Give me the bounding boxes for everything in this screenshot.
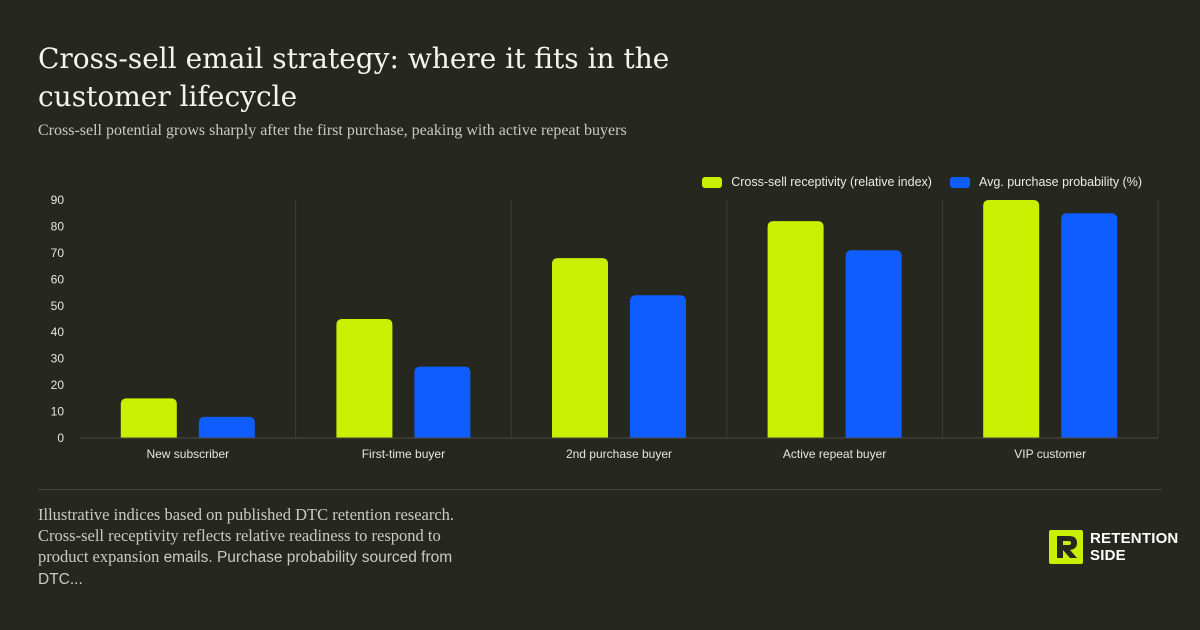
bar-receptivity: [552, 258, 608, 438]
y-tick-label: 10: [51, 405, 65, 419]
y-tick-label: 90: [51, 193, 65, 207]
chart-subtitle: Cross-sell potential grows sharply after…: [38, 122, 627, 139]
bar-receptivity: [120, 398, 177, 438]
y-tick-label: 80: [51, 219, 65, 233]
footnote-tail: emails. Purchase probability sourced fro…: [38, 549, 453, 588]
bar-probability: [198, 416, 255, 438]
bar-probability: [630, 295, 686, 438]
x-tick-label: 2nd purchase buyer: [566, 447, 672, 461]
legend-item-receptivity: Cross-sell receptivity (relative index): [702, 175, 932, 189]
brand-line-1: RETENTION: [1090, 530, 1179, 547]
y-tick-label: 50: [51, 299, 65, 313]
legend-item-probability: Avg. purchase probability (%): [949, 175, 1142, 189]
bar-chart: 0 10 20 30 40 50 60 70 80 90 New subscriber First-t…: [51, 193, 1159, 461]
footnote-text: Illustrative indices based on published …: [38, 505, 455, 566]
legend-swatch-probability: [949, 176, 970, 188]
chart-title: Cross-sell email strategy: where it fits…: [38, 42, 670, 113]
x-tick-label: Active repeat buyer: [783, 447, 886, 461]
brand-wordmark: RETENTION SIDE: [1090, 530, 1178, 564]
legend-label-receptivity: Cross-sell receptivity (relative index): [731, 175, 932, 189]
retention-side-logo-icon: [1049, 530, 1083, 564]
x-tick-label: VIP customer: [1014, 447, 1086, 461]
bar-receptivity: [767, 221, 824, 438]
bar-receptivity: [336, 319, 393, 438]
y-tick-label: 70: [51, 246, 65, 260]
bar-probability: [845, 250, 902, 438]
bar-probability: [1061, 213, 1118, 438]
y-tick-label: 60: [51, 272, 65, 286]
footer-divider: [38, 489, 1162, 490]
y-tick-label: 0: [57, 431, 64, 445]
legend-label-probability: Avg. purchase probability (%): [978, 175, 1142, 189]
brand-logo: RETENTION SIDE: [1049, 530, 1178, 564]
footnote: Illustrative indices based on published …: [38, 504, 458, 590]
brand-line-2: SIDE: [1090, 547, 1126, 564]
bar-probability: [414, 366, 471, 438]
x-tick-label: First-time buyer: [362, 447, 445, 461]
x-tick-label: New subscriber: [146, 447, 229, 461]
legend-swatch-receptivity: [702, 176, 723, 188]
bar-receptivity: [983, 200, 1040, 438]
y-tick-label: 30: [51, 352, 65, 366]
y-tick-label: 40: [51, 325, 65, 339]
chart-legend: Cross-sell receptivity (relative index) …: [684, 175, 1142, 189]
y-tick-label: 20: [51, 378, 65, 392]
